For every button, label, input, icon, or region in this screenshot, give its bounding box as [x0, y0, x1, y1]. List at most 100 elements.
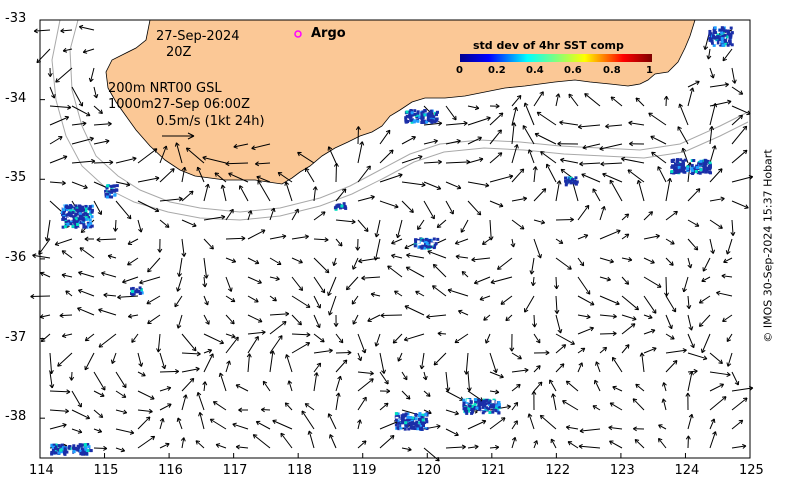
sst-pixel [418, 421, 422, 425]
current-vector-head [477, 136, 482, 142]
current-vector-head [415, 290, 420, 296]
current-vector-head [198, 412, 203, 417]
current-vector-head [612, 331, 617, 337]
current-vector [111, 352, 117, 364]
current-vector-head [581, 173, 586, 178]
current-vector-head [498, 202, 504, 208]
current-vector [534, 133, 557, 145]
current-vector-head [166, 386, 172, 391]
current-vector-head [433, 139, 438, 144]
sst-pixel [84, 214, 88, 218]
current-vector-head [495, 103, 500, 109]
current-vector [71, 428, 83, 433]
sst-pixel [481, 411, 485, 415]
current-vector-head [78, 288, 83, 294]
current-vector-head [712, 431, 717, 436]
sst-pixel [62, 214, 66, 218]
current-vector-head [362, 396, 367, 402]
current-vector-head [174, 302, 179, 308]
current-vector-head [716, 290, 721, 296]
current-vector-head [406, 253, 411, 258]
sst-pixel [87, 216, 91, 220]
current-vector-head [122, 278, 127, 284]
current-vector-head [567, 265, 572, 270]
current-vector-head [270, 207, 276, 213]
current-vector [599, 295, 620, 305]
current-vector [247, 210, 252, 221]
current-vector-head [710, 74, 715, 79]
current-vector [202, 156, 227, 164]
current-vector-head [337, 375, 342, 381]
current-vector-head [454, 431, 459, 437]
current-vector-head [724, 82, 729, 88]
current-vector-head [719, 383, 725, 388]
current-vector [103, 294, 117, 297]
current-vector [115, 157, 137, 164]
current-vector [49, 155, 68, 164]
current-vector [401, 447, 412, 451]
sst-pixel [399, 426, 403, 430]
current-vector [643, 329, 656, 335]
sst-pixel [106, 192, 110, 196]
sst-pixel [690, 159, 694, 163]
current-vector-head [681, 147, 687, 153]
current-vector [61, 250, 73, 259]
sst-pixel [81, 216, 85, 220]
current-vector [555, 238, 564, 244]
sst-pixel [84, 209, 88, 213]
current-vector [555, 363, 565, 373]
sst-pixel [496, 406, 500, 410]
current-vector [602, 173, 623, 183]
sst-pixel [53, 446, 57, 450]
sst-pixel [432, 115, 436, 119]
sst-pixel [69, 213, 73, 217]
current-vector [225, 237, 246, 240]
sst-pixel [467, 409, 471, 413]
current-vector [159, 418, 164, 430]
scale-label: 0.5m/s (1kt 24h) [156, 114, 265, 129]
sst-pixel [409, 416, 413, 420]
colorbar-tick-label: 0.8 [603, 65, 621, 76]
sst-pixel [76, 448, 80, 452]
sst-pixel [724, 42, 728, 46]
current-vector [203, 257, 208, 279]
current-vector [533, 166, 537, 183]
current-vector-head [185, 147, 191, 152]
sst-pixel [473, 405, 477, 409]
current-vector-head [511, 122, 517, 127]
current-vector-head [284, 354, 290, 359]
current-vector [731, 200, 749, 209]
current-vector [577, 205, 590, 221]
current-vector-head [61, 273, 66, 278]
current-vector [555, 314, 562, 334]
current-vector-head [82, 49, 88, 54]
current-vector [137, 390, 155, 400]
current-vector [401, 181, 426, 186]
sst-pixel [107, 187, 111, 191]
sst-pixel [728, 39, 732, 43]
current-vector [533, 381, 543, 392]
current-vector [609, 402, 623, 411]
current-vector-head [568, 93, 573, 99]
current-vector [379, 149, 394, 164]
current-vector-head [181, 252, 187, 257]
current-vector-head [662, 382, 667, 387]
current-vector-head [205, 183, 210, 189]
current-vector-head [718, 359, 723, 364]
current-vector [301, 410, 315, 430]
current-vector-head [527, 413, 533, 418]
sst-pixel [61, 225, 65, 229]
sst-pixel [489, 399, 493, 403]
current-vector-head [545, 163, 551, 169]
current-vector [648, 112, 667, 126]
current-vector-head [77, 307, 82, 312]
current-vector [665, 333, 675, 340]
current-vector [71, 137, 94, 145]
current-vector-head [701, 277, 706, 283]
sst-pixel [721, 34, 725, 38]
current-vector [665, 276, 668, 297]
sst-pixel [730, 43, 734, 47]
current-vector [577, 257, 585, 267]
sst-pixel [477, 402, 481, 406]
current-vector [210, 418, 227, 430]
